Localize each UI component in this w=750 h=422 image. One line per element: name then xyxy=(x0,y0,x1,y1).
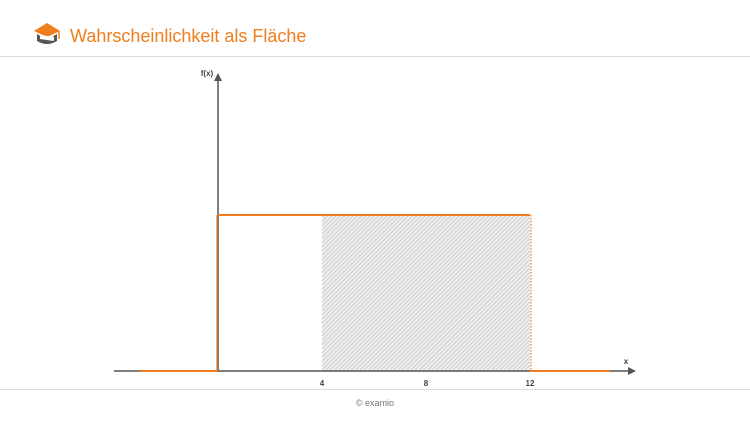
header-divider xyxy=(0,56,750,57)
x-tick-label: 12 xyxy=(526,379,535,388)
page-title: Wahrscheinlichkeit als Fläche xyxy=(70,26,307,46)
book-cap-icon xyxy=(34,23,60,44)
probability-area xyxy=(322,215,530,371)
x-axis-arrow xyxy=(628,367,636,375)
x-axis-label: x xyxy=(624,357,629,366)
x-tick-label: 4 xyxy=(320,379,325,388)
y-axis-label: f(x) xyxy=(201,69,214,78)
x-tick-label: 8 xyxy=(424,379,429,388)
y-axis-arrow xyxy=(214,73,222,81)
footer-divider xyxy=(0,389,750,390)
page-header: Wahrscheinlichkeit als Fläche xyxy=(0,0,750,56)
copyright-text: © examio xyxy=(355,398,395,408)
